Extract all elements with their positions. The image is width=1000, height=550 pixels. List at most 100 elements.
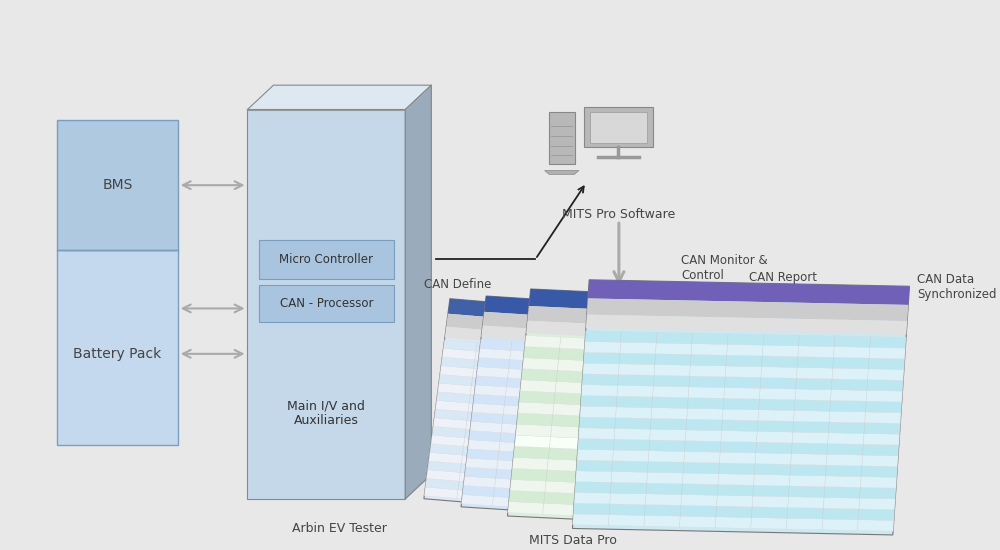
Polygon shape (575, 482, 896, 499)
Polygon shape (478, 358, 665, 378)
Polygon shape (428, 461, 591, 483)
Bar (549, 112, 575, 163)
Polygon shape (471, 412, 658, 433)
Polygon shape (515, 435, 725, 456)
Polygon shape (434, 409, 598, 431)
Polygon shape (470, 421, 657, 442)
Bar (259, 285, 394, 322)
Polygon shape (574, 492, 895, 510)
Polygon shape (583, 363, 904, 381)
Polygon shape (512, 457, 722, 478)
Polygon shape (433, 417, 597, 440)
Text: Main I/V and
Auxiliaries: Main I/V and Auxiliaries (287, 399, 365, 427)
Polygon shape (584, 342, 905, 359)
Polygon shape (484, 296, 672, 324)
Text: MITS Data Pro: MITS Data Pro (529, 534, 616, 547)
Polygon shape (529, 289, 740, 316)
Polygon shape (527, 306, 738, 331)
Polygon shape (526, 321, 736, 343)
Text: Battery Pack: Battery Pack (73, 347, 162, 361)
Polygon shape (519, 391, 729, 411)
Text: CAN Define: CAN Define (424, 278, 491, 290)
Bar (57, 120, 178, 250)
Polygon shape (572, 280, 910, 535)
Polygon shape (581, 384, 902, 402)
Polygon shape (431, 435, 595, 457)
Text: CAN - Processor: CAN - Processor (280, 296, 373, 310)
Text: CAN Monitor &
Control: CAN Monitor & Control (681, 255, 768, 283)
Polygon shape (518, 402, 728, 423)
Polygon shape (525, 336, 735, 356)
Polygon shape (437, 392, 600, 414)
Polygon shape (584, 353, 905, 370)
Polygon shape (479, 348, 666, 370)
Polygon shape (521, 368, 731, 389)
Polygon shape (439, 375, 603, 397)
Polygon shape (510, 480, 720, 500)
Polygon shape (464, 476, 650, 497)
Polygon shape (520, 380, 730, 400)
Polygon shape (469, 431, 656, 452)
Polygon shape (576, 460, 897, 477)
Polygon shape (427, 470, 590, 492)
Polygon shape (579, 417, 900, 434)
Polygon shape (443, 340, 607, 362)
Polygon shape (430, 444, 594, 466)
Polygon shape (481, 326, 668, 349)
Polygon shape (545, 170, 579, 174)
Polygon shape (425, 478, 589, 500)
Polygon shape (483, 312, 670, 337)
Polygon shape (524, 346, 734, 367)
Polygon shape (448, 299, 612, 327)
Polygon shape (445, 327, 609, 351)
Text: BMS: BMS (102, 178, 133, 192)
Polygon shape (466, 458, 653, 479)
Text: Arbin EV Tester: Arbin EV Tester (292, 522, 387, 535)
Bar (247, 109, 405, 499)
Polygon shape (507, 289, 740, 526)
Polygon shape (576, 471, 897, 488)
Polygon shape (438, 383, 601, 405)
Polygon shape (424, 487, 588, 509)
Polygon shape (517, 413, 727, 434)
Polygon shape (509, 491, 719, 512)
Polygon shape (446, 314, 610, 340)
Polygon shape (473, 394, 660, 415)
Polygon shape (580, 406, 901, 424)
Polygon shape (474, 385, 661, 406)
Text: Micro Controller: Micro Controller (279, 253, 373, 266)
Polygon shape (472, 403, 659, 424)
Bar (259, 240, 394, 279)
Polygon shape (581, 395, 902, 412)
Polygon shape (588, 280, 910, 305)
Polygon shape (462, 486, 649, 507)
Polygon shape (477, 367, 663, 388)
Polygon shape (461, 494, 648, 515)
Polygon shape (577, 449, 898, 466)
Polygon shape (573, 503, 895, 520)
Bar (57, 250, 178, 444)
Bar (584, 107, 653, 147)
Polygon shape (465, 467, 651, 488)
Polygon shape (511, 469, 721, 489)
Bar (590, 112, 647, 143)
Polygon shape (440, 366, 604, 388)
Polygon shape (405, 85, 431, 499)
Text: CAN Report: CAN Report (749, 271, 817, 284)
Polygon shape (424, 299, 612, 512)
Polygon shape (480, 339, 667, 360)
Polygon shape (467, 449, 654, 470)
Polygon shape (516, 424, 726, 445)
Polygon shape (441, 357, 605, 379)
Polygon shape (513, 446, 724, 467)
Polygon shape (508, 502, 718, 522)
Polygon shape (436, 400, 599, 422)
Polygon shape (573, 514, 894, 531)
Polygon shape (429, 453, 592, 475)
Polygon shape (432, 426, 596, 449)
Polygon shape (476, 376, 662, 397)
Polygon shape (442, 348, 606, 371)
Text: MITS Pro Software: MITS Pro Software (562, 208, 676, 222)
Polygon shape (586, 315, 907, 335)
Polygon shape (585, 331, 906, 348)
